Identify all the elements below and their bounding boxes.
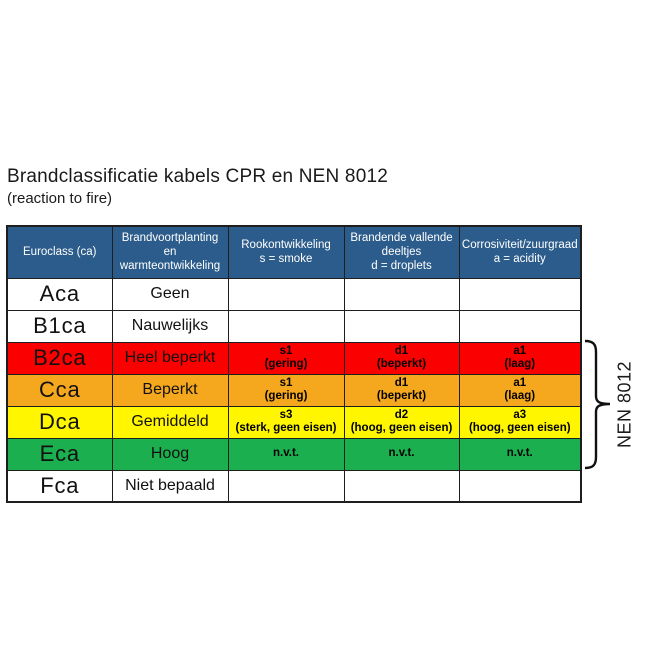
value-line: (sterk, geen eisen)	[235, 422, 337, 434]
value-line: s1	[279, 376, 293, 389]
value-line: (laag)	[504, 358, 536, 370]
classification-table: Euroclass (ca) Brandvoortplanting en war…	[6, 225, 582, 503]
smoke-cell	[227, 309, 345, 343]
nen-8012-label: NEN 8012	[614, 360, 635, 449]
description-cell: Heel beperkt	[111, 341, 229, 375]
droplets-cell: n.v.t.	[343, 437, 460, 471]
smoke-cell	[227, 277, 345, 311]
curly-brace-bracket	[584, 339, 611, 470]
table-row-eca: Eca Hoog n.v.t. n.v.t. n.v.t.	[6, 437, 582, 471]
acidity-cell: a1 (laag)	[458, 373, 582, 407]
acidity-cell: n.v.t.	[458, 437, 582, 471]
euroclass-cell: Fca	[6, 469, 113, 503]
smoke-cell: s1 (gering)	[227, 341, 345, 375]
header-corrosiviteit: Corrosiviteit/zuurgraad a = acidity	[458, 225, 582, 279]
header-line: Brandvoortplanting en	[121, 232, 219, 259]
value-line: a1	[513, 344, 527, 357]
header-line: deeltjes	[381, 246, 422, 259]
droplets-cell: d1 (beperkt)	[343, 373, 460, 407]
euroclass-cell: Cca	[6, 373, 113, 407]
table-row-b2ca: B2ca Heel beperkt s1 (gering) d1 (beperk…	[6, 341, 582, 375]
value-line: d1	[394, 376, 409, 389]
table-row-dca: Dca Gemiddeld s3 (sterk, geen eisen) d2 …	[6, 405, 582, 439]
euroclass-cell: Dca	[6, 405, 113, 439]
value-line: (beperkt)	[376, 390, 427, 402]
header-line: Rookontwikkeling	[241, 239, 331, 252]
header-line: Corrosiviteit/zuurgraad	[461, 239, 578, 252]
droplets-cell	[343, 277, 460, 311]
value-line: a3	[513, 408, 527, 421]
title-block: Brandclassificatie kabels CPR en NEN 801…	[7, 165, 388, 208]
smoke-cell	[227, 469, 345, 503]
smoke-cell: s1 (gering)	[227, 373, 345, 407]
smoke-cell: n.v.t.	[227, 437, 345, 471]
euroclass-cell: B2ca	[6, 341, 113, 375]
acidity-cell: a1 (laag)	[458, 341, 582, 375]
page-subtitle: (reaction to fire)	[7, 190, 113, 207]
header-line: s = smoke	[259, 253, 313, 266]
value-line: (gering)	[264, 390, 308, 402]
header-line: warmteontwikkeling	[119, 260, 221, 273]
acidity-cell	[458, 469, 582, 503]
description-cell: Gemiddeld	[111, 405, 229, 439]
value-line: (hoog, geen eisen)	[468, 422, 571, 434]
value-line: (beperkt)	[376, 358, 427, 370]
euroclass-cell: B1ca	[6, 309, 113, 343]
value-line: d2	[394, 408, 409, 421]
header-line: Brandende vallende	[350, 232, 453, 245]
header-line: d = droplets	[371, 260, 432, 273]
table-row-b1ca: B1ca Nauwelijks	[6, 309, 582, 343]
droplets-cell: d1 (beperkt)	[343, 341, 460, 375]
value-line: s3	[279, 408, 293, 421]
value-line: a1	[513, 376, 527, 389]
page-title: Brandclassificatie kabels CPR en NEN 801…	[7, 166, 388, 187]
euroclass-cell: Aca	[6, 277, 113, 311]
table-row-aca: Aca Geen	[6, 277, 582, 311]
bracket-path	[584, 339, 611, 470]
header-row: Euroclass (ca) Brandvoortplanting en war…	[6, 225, 582, 279]
description-cell: Nauwelijks	[111, 309, 229, 343]
value-line: (gering)	[264, 358, 308, 370]
header-line: a = acidity	[493, 253, 546, 266]
value-line: (hoog, geen eisen)	[350, 422, 453, 434]
description-cell: Geen	[111, 277, 229, 311]
smoke-cell: s3 (sterk, geen eisen)	[227, 405, 345, 439]
table-row-cca: Cca Beperkt s1 (gering) d1 (beperkt) a1 …	[6, 373, 582, 407]
value-line: d1	[394, 344, 409, 357]
header-deeltjes: Brandende vallende deeltjes d = droplets	[343, 225, 460, 279]
droplets-cell: d2 (hoog, geen eisen)	[343, 405, 460, 439]
header-rookontwikkeling: Rookontwikkeling s = smoke	[227, 225, 345, 279]
header-line: Euroclass (ca)	[23, 246, 97, 259]
description-cell: Niet bepaald	[111, 469, 229, 503]
value-line: s1	[279, 344, 293, 357]
table-row-fca: Fca Niet bepaald	[6, 469, 582, 503]
header-euroclass: Euroclass (ca)	[6, 225, 113, 279]
euroclass-cell: Eca	[6, 437, 113, 471]
header-brandvoortplanting: Brandvoortplanting en warmteontwikkeling	[111, 225, 229, 279]
description-cell: Beperkt	[111, 373, 229, 407]
droplets-cell	[343, 469, 460, 503]
droplets-cell	[343, 309, 460, 343]
description-cell: Hoog	[111, 437, 229, 471]
acidity-cell	[458, 277, 582, 311]
acidity-cell: a3 (hoog, geen eisen)	[458, 405, 582, 439]
acidity-cell	[458, 309, 582, 343]
value-line: (laag)	[504, 390, 536, 402]
